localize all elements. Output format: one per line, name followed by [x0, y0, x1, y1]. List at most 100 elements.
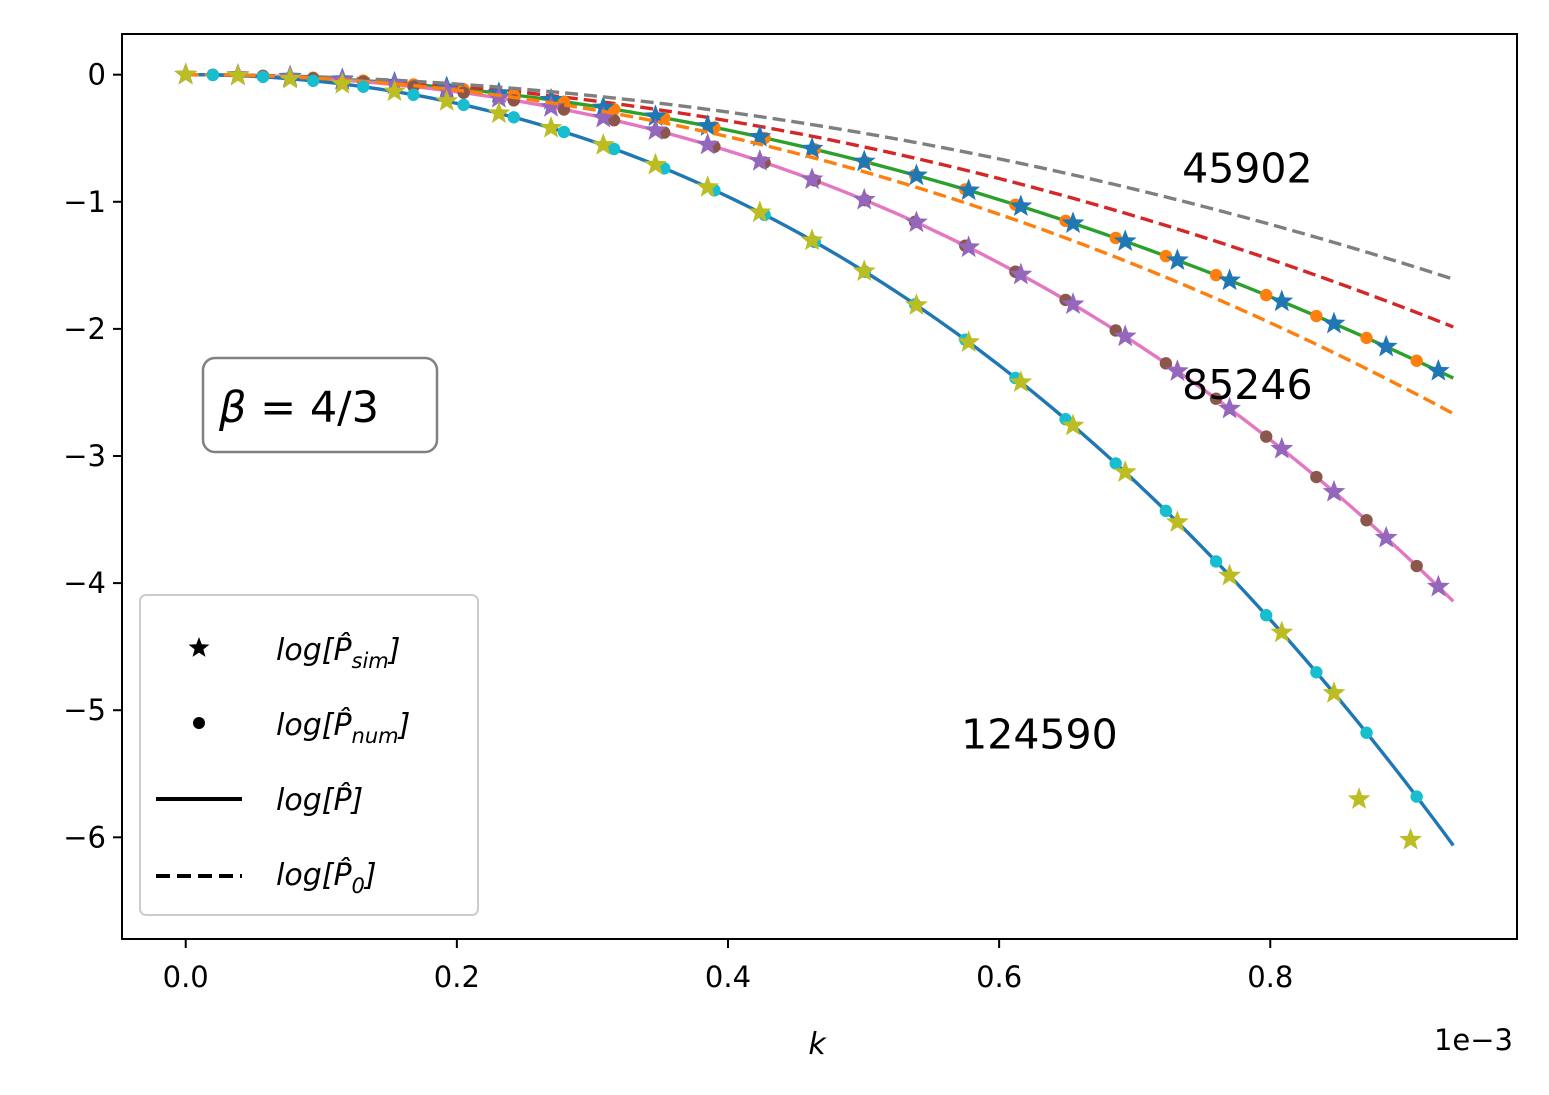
num-point-124590-6: [507, 111, 520, 124]
num-point-85246-21: [1260, 430, 1273, 443]
legend-sim-subscript: sim: [352, 649, 389, 673]
sim-point-45902-14: [905, 163, 928, 186]
sim-point-85246-12: [800, 167, 824, 190]
num-point-124590-20: [1209, 555, 1223, 568]
legend-num-subscript: num: [352, 724, 399, 748]
sim-point-124590-3: [330, 72, 354, 94]
num-point-124590-7: [557, 125, 571, 139]
num-point-124590-4: [407, 88, 420, 101]
sim-point-124590-2: [278, 66, 302, 89]
legend-star-handle: [188, 637, 210, 657]
sim-point-45902-10: [696, 114, 720, 136]
sim-point-124590-4: [383, 79, 406, 102]
sim-point-124590-12: [800, 228, 824, 251]
y-tick-label-6: −6: [63, 820, 106, 854]
parameter-box: β = 4/3: [201, 356, 439, 454]
series-layer: [174, 62, 1455, 850]
sim-point-45902-13: [852, 149, 876, 172]
legend-exact-prefix: log[: [276, 783, 335, 818]
legend-frame: [139, 594, 479, 916]
parameter-box-text: β = 4/3: [218, 383, 379, 433]
sim-point-124590-22: [1322, 681, 1346, 703]
parameter-box-frame: [201, 356, 439, 454]
legend-entry-num: log[P̂num]: [276, 707, 410, 748]
legend-num-suffix: ]: [397, 708, 411, 743]
legend-approx-symbol: P̂: [333, 857, 352, 893]
sim-point-45902-20: [1218, 268, 1242, 291]
sim-point-124590-0: [174, 62, 198, 85]
sim-point-85246-19: [1165, 359, 1189, 381]
num-point-45902-24: [1410, 354, 1423, 367]
sim-point-124590-8: [591, 133, 615, 155]
sim-point-85246-7: [539, 95, 563, 117]
legend-entry-sim: log[P̂sim]: [276, 632, 400, 673]
sim-point-85246-10: [696, 132, 720, 155]
num-point-85246-23: [1360, 513, 1373, 527]
num-point-124590-8: [607, 142, 621, 156]
legend-num-prefix: log[: [276, 708, 335, 743]
sim-point-45902-18: [1113, 229, 1137, 252]
sim-point-45902-21: [1270, 289, 1294, 312]
legend-dot-handle: [193, 717, 205, 729]
legend-entry-approx: log[P̂0]: [276, 857, 377, 898]
y-tick-label-2: −2: [63, 312, 106, 346]
annotation-45902: 45902: [1182, 145, 1312, 193]
sim-point-85246-23: [1374, 525, 1398, 548]
num-point-124590-1: [256, 70, 270, 84]
x-tick-label-0: 0.0: [163, 960, 209, 994]
sim-point-124590-6: [487, 101, 511, 124]
approx-curve-124590: [185, 72, 1455, 416]
sim-point-85246-24: [1426, 574, 1450, 597]
sim-point-45902-24: [1426, 358, 1450, 381]
sim-point-45902-12: [800, 136, 824, 159]
sim-point-124590-19: [1165, 510, 1189, 532]
sim-point-85246-15: [957, 235, 981, 258]
sim-point-124590-9: [644, 152, 667, 175]
beta-value: 4/3: [310, 383, 379, 433]
y-tick-label-0: 0: [88, 58, 106, 92]
sim-point-45902-17: [1061, 211, 1085, 234]
num-point-85246-24: [1410, 559, 1423, 573]
series-group-124590: [174, 62, 1455, 850]
sim-point-85246-11: [748, 149, 772, 171]
x-scale-offset-label: 1e−3: [1434, 1023, 1513, 1057]
sim-point-45902-16: [1009, 194, 1033, 217]
num-point-124590-5: [457, 98, 470, 112]
num-point-124590-3: [357, 80, 370, 93]
num-point-85246-22: [1310, 470, 1323, 484]
sim-point-85246-9: [644, 118, 667, 140]
legend-handles: [156, 637, 242, 878]
annotation-124590: 124590: [961, 710, 1118, 758]
num-point-124590-18: [1109, 457, 1122, 470]
num-point-45902-23: [1360, 331, 1373, 345]
legend-approx-prefix: log[: [276, 858, 335, 893]
sim-point-85246-8: [591, 105, 615, 128]
num-point-124590-22: [1310, 666, 1323, 679]
sim-point-124590-15: [957, 330, 981, 352]
num-point-124590-0: [206, 68, 220, 82]
sim-point-85246-14: [905, 210, 928, 233]
num-point-85246-8: [607, 114, 621, 127]
x-tick-label-3: 0.6: [976, 960, 1022, 994]
sim-point-45902-9: [644, 104, 667, 127]
num-point-124590-21: [1260, 609, 1273, 622]
num-point-45902-22: [1310, 309, 1323, 323]
axis-layer: 0.0 0.2 0.4 0.6 0.8 0 −1 −2 −3 −4 −5 −6: [63, 58, 1293, 994]
sim-point-124590-1: [226, 63, 250, 86]
equals-sign: =: [246, 383, 309, 433]
num-point-45902-21: [1260, 288, 1273, 302]
sim-point-124590-5: [435, 89, 459, 111]
legend-sim-prefix: log[: [276, 633, 335, 668]
num-point-124590-23: [1360, 726, 1373, 739]
sim-point-85246-22: [1322, 479, 1346, 502]
legend-entry-exact: log[P̂]: [276, 782, 363, 818]
legend-approx-subscript: 0: [352, 874, 365, 898]
x-tick-label-1: 0.2: [434, 960, 480, 994]
sim-point-124590-7: [539, 115, 563, 138]
sim-point-45902-15: [957, 178, 981, 201]
sim-point-85246-13: [852, 187, 876, 210]
num-point-124590-19: [1159, 504, 1173, 518]
sim-point-45902-11: [748, 124, 772, 147]
y-tick-label-3: −3: [63, 439, 106, 473]
